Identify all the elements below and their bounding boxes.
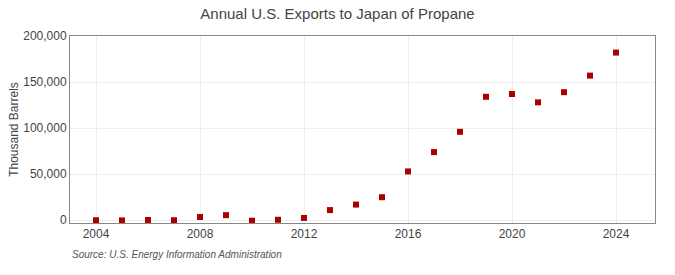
svg-text:2024: 2024 (603, 227, 630, 241)
svg-text:Source: U.S. Energy Informatio: Source: U.S. Energy Information Administ… (72, 249, 282, 260)
svg-text:Annual U.S. Exports to Japan o: Annual U.S. Exports to Japan of Propane (200, 5, 474, 22)
svg-text:50,000: 50,000 (30, 167, 67, 181)
svg-text:2004: 2004 (83, 227, 110, 241)
svg-text:150,000: 150,000 (23, 75, 67, 89)
svg-text:2008: 2008 (187, 227, 214, 241)
svg-text:2012: 2012 (291, 227, 318, 241)
svg-text:2016: 2016 (395, 227, 422, 241)
svg-text:100,000: 100,000 (23, 121, 67, 135)
svg-text:2020: 2020 (499, 227, 526, 241)
svg-text:Thousand Barrels: Thousand Barrels (7, 82, 21, 177)
svg-text:200,000: 200,000 (23, 29, 67, 43)
svg-text:0: 0 (60, 213, 67, 227)
